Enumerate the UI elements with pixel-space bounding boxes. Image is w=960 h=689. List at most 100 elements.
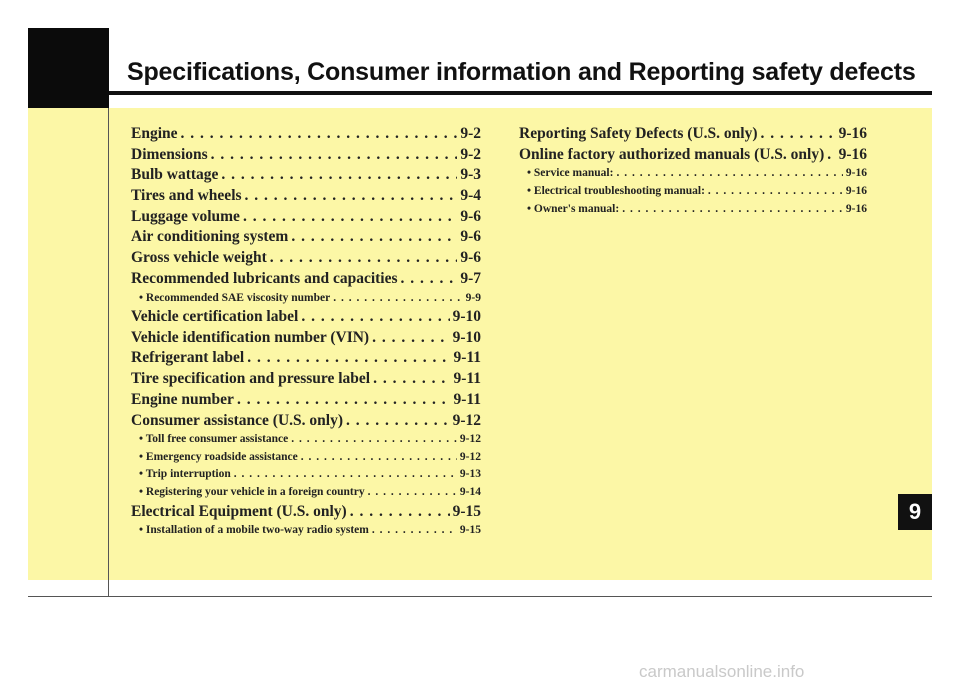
toc-entry-title: • Service manual: [527, 167, 614, 180]
toc-leader-dots [270, 248, 458, 269]
corner-block [28, 28, 109, 108]
toc-leader-dots [221, 165, 457, 186]
toc-entry-page: 9-4 [460, 187, 481, 205]
toc-entry[interactable]: • Toll free consumer assistance 9-12 [131, 431, 481, 449]
toc-entry-title: • Electrical troubleshooting manual: [527, 184, 705, 197]
toc-entry-page: 9-6 [460, 228, 481, 246]
toc-leader-dots [401, 269, 458, 290]
toc-leader-dots [301, 449, 457, 467]
toc-entry-page: 9-16 [845, 167, 867, 180]
toc-entry[interactable]: Air conditioning system 9-6 [131, 227, 481, 248]
toc-entry-page: 9-2 [460, 145, 481, 163]
toc-entry-page: 9-16 [845, 202, 867, 215]
toc-entry-page: 9-16 [845, 184, 867, 197]
toc-entry-title: • Installation of a mobile two-way radio… [139, 524, 369, 537]
toc-leader-dots [622, 201, 843, 219]
toc-entry-title: Luggage volume [131, 207, 240, 225]
toc-entry-title: Engine [131, 125, 178, 142]
toc-entry-title: Vehicle certification label [131, 308, 299, 326]
toc-leader-dots [827, 145, 835, 166]
toc-entry-page: 9-12 [459, 450, 481, 463]
toc-leader-dots [372, 522, 457, 540]
toc-left-column: Engine 9-2 Dimensions 9-2 Bulb wattage 9-3 Tir… [131, 124, 481, 540]
toc-entry[interactable]: Dimensions 9-2 [131, 145, 481, 166]
toc-entry[interactable]: • Installation of a mobile two-way radio… [131, 522, 481, 540]
toc-entry-page: 9-3 [460, 166, 481, 184]
toc-entry-page: 9-14 [459, 486, 481, 498]
toc-entry-title: • Toll free consumer assistance [139, 433, 289, 446]
toc-entry-title: Online factory authorized manuals (U.S. … [519, 145, 825, 163]
toc-leader-dots [616, 165, 842, 183]
toc-entry-page: 9-6 [460, 207, 481, 225]
toc-leader-dots [211, 145, 458, 166]
toc-entry-title: Vehicle identification number (VIN) [131, 328, 370, 346]
toc-entry-page: 9-12 [459, 433, 481, 446]
toc-leader-dots [708, 183, 843, 201]
toc-entry[interactable]: Vehicle certification label 9-10 [131, 307, 481, 328]
toc-entry[interactable]: Gross vehicle weight 9-6 [131, 248, 481, 269]
toc-entry-title: • Owner's manual: [527, 202, 620, 215]
toc-entry-title: Tires and wheels [131, 187, 242, 205]
toc-leader-dots [243, 207, 457, 228]
toc-entry[interactable]: Refrigerant label 9-11 [131, 348, 481, 369]
chapter-tab[interactable]: 9 [898, 494, 932, 530]
toc-entry[interactable]: Reporting Safety Defects (U.S. only) 9-16 [519, 124, 867, 145]
toc-entry[interactable]: • Owner's manual: 9-16 [519, 201, 867, 219]
toc-entry-title: Reporting Safety Defects (U.S. only) [519, 125, 758, 142]
toc-entry-title: Bulb wattage [131, 166, 219, 184]
toc-entry[interactable]: Engine 9-2 [131, 124, 481, 145]
toc-entry[interactable]: • Trip interruption 9-13 [131, 466, 481, 484]
toc-entry[interactable]: Tire specification and pressure label 9-1… [131, 369, 481, 390]
page-title: Specifications, Consumer information and… [127, 58, 916, 86]
toc-entry-page: 9-6 [460, 249, 481, 267]
toc-entry[interactable]: Electrical Equipment (U.S. only) 9-15 [131, 502, 481, 523]
toc-entry-title: Recommended lubricants and capacities [131, 269, 398, 287]
toc-entry-page: 9-16 [838, 125, 867, 142]
toc-entry[interactable]: Vehicle identification number (VIN) 9-10 [131, 328, 481, 349]
toc-leader-dots [301, 307, 449, 328]
toc-leader-dots [350, 502, 450, 523]
toc-entry-page: 9-10 [452, 328, 481, 346]
toc-entry[interactable]: Bulb wattage 9-3 [131, 165, 481, 186]
toc-entry-page: 9-2 [460, 125, 481, 142]
toc-entry-title: Air conditioning system [131, 228, 289, 246]
toc-entry[interactable]: Consumer assistance (U.S. only) 9-12 [131, 411, 481, 432]
toc-entry-page: 9-11 [453, 349, 481, 367]
toc-leader-dots [368, 484, 457, 502]
toc-entry-title: Gross vehicle weight [131, 249, 267, 267]
toc-entry-title: Refrigerant label [131, 349, 245, 367]
toc-entry[interactable]: Online factory authorized manuals (U.S. … [519, 145, 867, 166]
toc-leader-dots [761, 124, 836, 145]
toc-entry-title: Tire specification and pressure label [131, 370, 371, 388]
toc-entry[interactable]: Recommended lubricants and capacities 9-7 [131, 269, 481, 290]
toc-entry[interactable]: Engine number 9-11 [131, 390, 481, 411]
toc-entry[interactable]: Tires and wheels 9-4 [131, 186, 481, 207]
toc-entry-title: Consumer assistance (U.S. only) [131, 411, 343, 429]
toc-leader-dots [245, 186, 458, 207]
toc-entry-title: Electrical Equipment (U.S. only) [131, 502, 347, 520]
toc-entry[interactable]: • Recommended SAE viscosity number 9-9 [131, 290, 481, 308]
toc-entry-page: 9-10 [452, 308, 481, 326]
toc-entry[interactable]: • Emergency roadside assistance 9-12 [131, 449, 481, 467]
toc-entry[interactable]: • Registering your vehicle in a foreign … [131, 484, 481, 502]
toc-entry-page: 9-12 [452, 411, 481, 429]
toc-leader-dots [234, 466, 457, 484]
toc-leader-dots [373, 369, 450, 390]
toc-entry[interactable]: • Electrical troubleshooting manual: 9-16 [519, 183, 867, 201]
toc-leader-dots [372, 328, 449, 349]
toc-entry-title: Dimensions [131, 145, 208, 163]
toc-entry[interactable]: • Service manual: 9-16 [519, 165, 867, 183]
toc-leader-dots [346, 411, 450, 432]
toc-entry-title: • Emergency roadside assistance [139, 450, 298, 463]
toc-entry-title: • Registering your vehicle in a foreign … [139, 486, 365, 498]
toc-leader-dots [247, 348, 450, 369]
toc-entry-page: 9-11 [453, 370, 481, 388]
toc-entry-page: 9-15 [459, 524, 481, 537]
toc-entry-page: 9-7 [460, 269, 481, 287]
bottom-rule [28, 596, 932, 597]
toc-leader-dots [333, 290, 462, 308]
left-divider [108, 108, 109, 596]
toc-leader-dots [291, 431, 457, 449]
toc-leader-dots [237, 390, 451, 411]
toc-entry[interactable]: Luggage volume 9-6 [131, 207, 481, 228]
